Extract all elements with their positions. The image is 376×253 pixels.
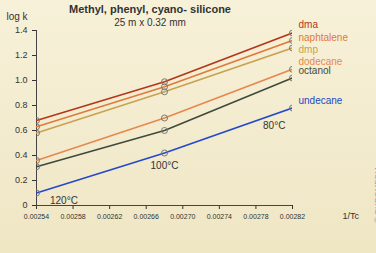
- svg-text:1.4: 1.4: [15, 25, 28, 35]
- svg-text:0.2: 0.2: [15, 175, 28, 185]
- svg-text:0: 0: [22, 200, 27, 210]
- svg-text:1.0: 1.0: [15, 75, 28, 85]
- svg-text:dmp: dmp: [299, 44, 319, 55]
- html-text:Methyl, phenyl, cyano- silicon: Methyl, phenyl, cyano- silicone: [69, 3, 231, 15]
- svg-text:dma: dma: [299, 19, 319, 30]
- svg-text:0.4: 0.4: [15, 150, 28, 160]
- svg-text:1/Tc: 1/Tc: [343, 211, 360, 221]
- svg-text:80°C: 80°C: [263, 120, 285, 131]
- svg-text:0.00270: 0.00270: [170, 213, 195, 220]
- svg-text:0.00282: 0.00282: [280, 213, 305, 220]
- svg-text:0.00258: 0.00258: [60, 213, 85, 220]
- svg-text:0.00254: 0.00254: [24, 213, 49, 220]
- svg-text:naphtalene: naphtalene: [299, 32, 349, 43]
- svg-text:octanol: octanol: [299, 65, 331, 76]
- svg-text:100°C: 100°C: [151, 160, 179, 171]
- html-text:25 m x 0.32 mm: 25 m x 0.32 mm: [114, 17, 186, 28]
- svg-text:0.8: 0.8: [15, 100, 28, 110]
- svg-text:120°C: 120°C: [50, 195, 78, 206]
- svg-text:0.00262: 0.00262: [97, 213, 122, 220]
- svg-text:0.6: 0.6: [15, 125, 28, 135]
- svg-text:0.00266: 0.00266: [134, 213, 159, 220]
- svg-text:1.2: 1.2: [15, 50, 28, 60]
- svg-text:undecane: undecane: [299, 95, 343, 106]
- svg-text:dodecane: dodecane: [298, 56, 343, 68]
- svg-text:log k: log k: [7, 11, 29, 22]
- svg-text:0.00278: 0.00278: [243, 213, 268, 220]
- svg-text:0.00274: 0.00274: [207, 213, 232, 220]
